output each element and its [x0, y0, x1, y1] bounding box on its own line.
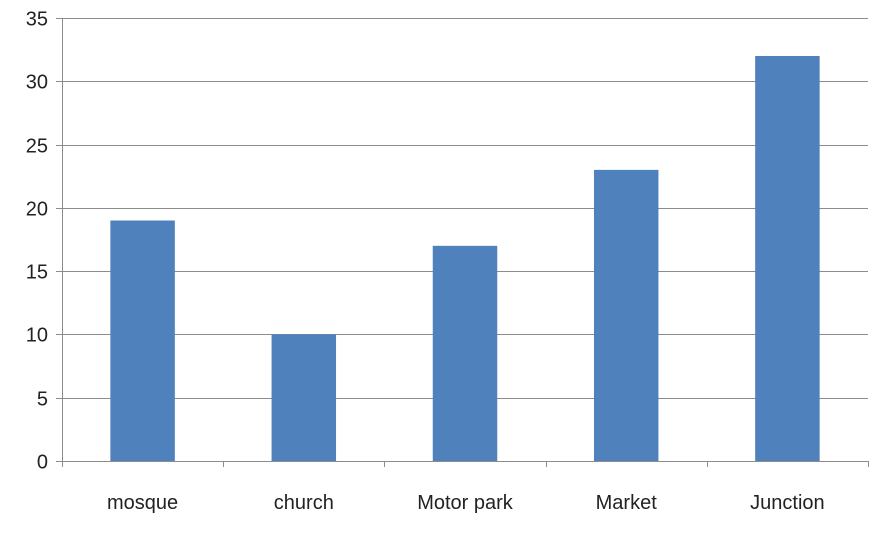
y-tick-label-20: 20 [26, 199, 48, 221]
bar-mosque [110, 220, 175, 461]
bars [110, 55, 820, 461]
x-tick-label-motor-park: Motor park [417, 492, 514, 514]
x-tick-label-market: Market [596, 492, 658, 514]
y-tick-label-25: 25 [26, 136, 48, 158]
x-tick-label-mosque: mosque [107, 492, 178, 514]
bar-motor-park [432, 245, 498, 461]
y-tick-label-5: 5 [37, 389, 48, 411]
bar-market [593, 169, 659, 461]
bar-junction [755, 55, 820, 461]
y-tick-label-15: 15 [26, 262, 48, 284]
axes [56, 18, 869, 467]
x-tick-label-junction: Junction [750, 492, 825, 514]
y-tick-label-0: 0 [37, 452, 48, 474]
bar-church [271, 334, 337, 461]
y-tick-label-35: 35 [26, 9, 48, 31]
x-tick-label-church: church [274, 492, 334, 514]
x-tick-labels: mosque church Motor park Market Junction [107, 492, 825, 514]
y-tick-labels: 0 5 10 15 20 25 30 35 [26, 9, 48, 474]
y-tick-label-10: 10 [26, 325, 48, 347]
y-tick-label-30: 30 [26, 72, 48, 94]
